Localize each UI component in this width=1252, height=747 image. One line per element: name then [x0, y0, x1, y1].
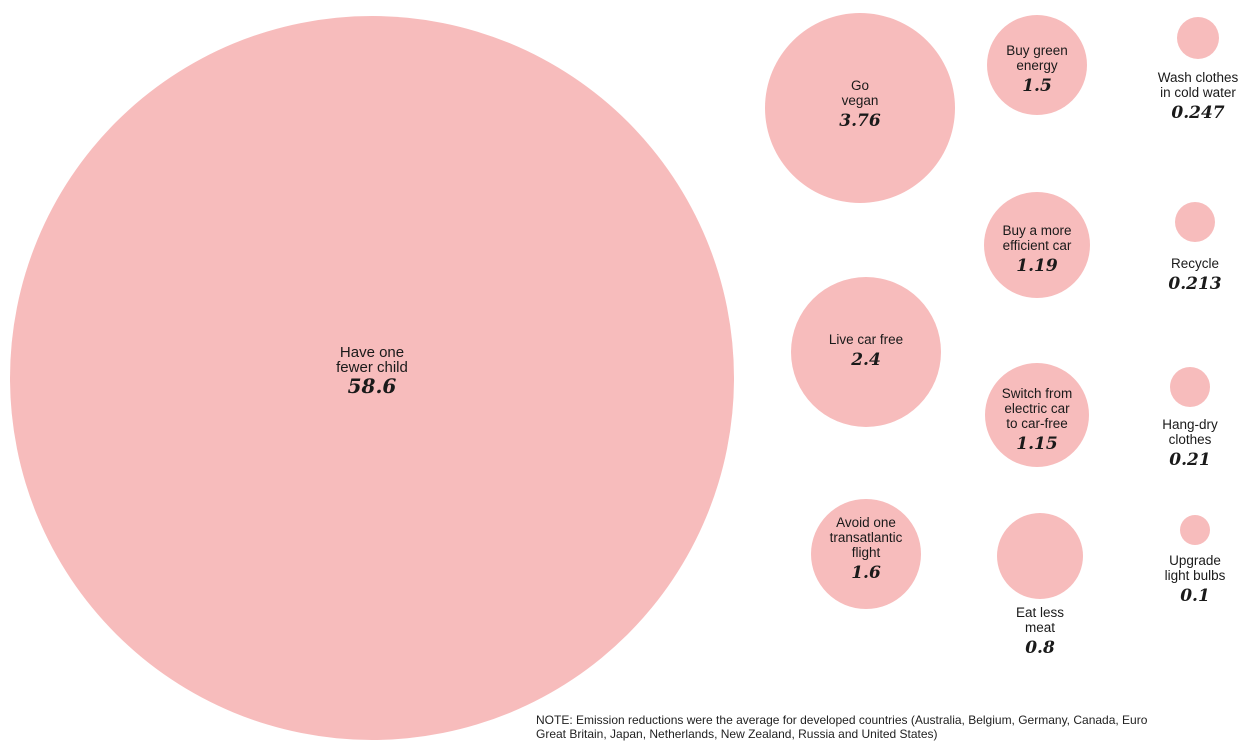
bubble-label: Buy green [1006, 43, 1068, 58]
bubble-value: 0.1 [1180, 586, 1210, 606]
bubble-recycle: Recycle 0.213 [1168, 202, 1222, 294]
bubble-circle [1170, 367, 1210, 407]
bubble-label: Go [851, 78, 869, 93]
bubble-label: Switch from [1002, 386, 1073, 401]
bubble-label: meat [1025, 620, 1055, 635]
bubble-label: fewer child [336, 359, 408, 376]
bubble-label: Wash clothes [1158, 70, 1239, 85]
bubble-label: transatlantic [830, 530, 903, 545]
bubble-label: Live car free [829, 332, 903, 347]
bubble-value: 2.4 [850, 350, 881, 370]
bubble-label: to car-free [1006, 416, 1068, 431]
bubble-label: electric car [1004, 401, 1070, 416]
bubble-circle [811, 499, 921, 609]
bubble-label: efficient car [1003, 238, 1072, 253]
bubble-label: Hang-dry [1162, 417, 1218, 432]
bubble-circle [791, 277, 941, 427]
bubble-value: 58.6 [348, 374, 397, 398]
bubble-value: 0.8 [1025, 638, 1055, 658]
bubble-circle [984, 192, 1090, 298]
bubble-circle [1175, 202, 1215, 242]
bubble-value: 1.15 [1016, 434, 1057, 454]
bubble-label: light bulbs [1165, 568, 1226, 583]
bubble-label: Avoid one [836, 515, 896, 530]
bubble-label: clothes [1169, 432, 1212, 447]
bubble-circle [987, 15, 1087, 115]
bubble-value: 1.19 [1016, 256, 1058, 276]
bubble-value: 1.6 [851, 563, 881, 583]
bubble-circle [765, 13, 955, 203]
bubble-label: Eat less [1016, 605, 1064, 620]
bubble-label: Buy a more [1002, 223, 1071, 238]
bubble-label: energy [1016, 58, 1058, 73]
bubble-label: vegan [842, 93, 879, 108]
chart-note: NOTE: Emission reductions were the avera… [536, 713, 1148, 741]
bubble-value: 3.76 [839, 111, 881, 131]
bubble-circle [1180, 515, 1210, 545]
bubble-value: 1.5 [1022, 76, 1052, 96]
bubble-circle [997, 513, 1083, 599]
bubble-label: Recycle [1171, 256, 1219, 271]
bubble-live-car-free: Live car free 2.4 [791, 277, 941, 427]
bubble-label: Have one [340, 344, 404, 361]
bubble-circle [10, 16, 734, 740]
bubble-circle [1177, 17, 1219, 59]
bubble-circle [985, 363, 1089, 467]
bubble-label: flight [852, 545, 881, 560]
bubble-value: 0.21 [1169, 450, 1210, 470]
bubble-value: 0.247 [1171, 103, 1224, 123]
bubble-label: in cold water [1160, 85, 1236, 100]
bubble-value: 0.213 [1168, 274, 1221, 294]
bubble-label: Upgrade [1169, 553, 1221, 568]
